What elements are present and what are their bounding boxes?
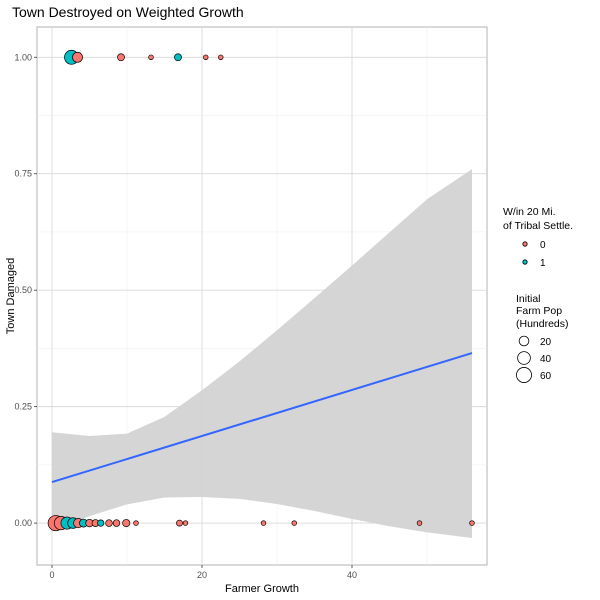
data-point [182,520,189,526]
y-tick-label: 0.25 [14,402,32,412]
legend-size-title-line-2: Farm Pop [516,305,562,317]
data-point [97,519,105,527]
data-point [416,520,423,526]
data-point [105,519,113,527]
legend-size-key-60 [516,367,532,383]
data-point [133,520,139,526]
legend-size: Initial Farm Pop (Hundreds) 20 40 60 [516,293,569,383]
legend-color-key-0 [522,241,528,247]
points-layer [47,49,475,532]
y-tick-label: 0.75 [14,169,32,179]
y-axis-title: Town Damaged [5,258,17,334]
y-axis-ticks: 0.00 0.25 0.50 0.75 1.00 [14,52,37,528]
data-point [112,519,121,527]
legend-size-key-40 [517,351,531,365]
x-axis-ticks: 0 20 40 [49,565,357,580]
data-point [122,519,131,528]
data-point [218,54,224,60]
legend-size-label-20: 20 [540,337,552,348]
legend-color: W/in 20 Mi. of Tribal Settle. 0 1 [503,206,573,269]
legend-color-label-0: 0 [540,240,546,251]
y-tick-label: 0.00 [14,518,32,528]
x-tick-label: 20 [197,570,207,580]
data-point [291,520,297,526]
legend-size-label-60: 60 [540,371,552,382]
data-point [203,54,209,60]
legend-color-label-1: 1 [540,258,546,269]
legend-color-title-line-2: of Tribal Settle. [503,220,573,232]
confidence-band [52,169,472,538]
data-point [148,54,154,60]
y-tick-label: 0.50 [14,285,32,295]
legend-color-title-line-1: W/in 20 Mi. [503,206,556,218]
y-tick-label: 1.00 [14,52,32,62]
x-axis-title: Farmer Growth [225,583,299,595]
data-point [469,520,475,526]
data-point [117,53,125,62]
x-tick-label: 0 [49,570,54,580]
legend-size-title-line-3: (Hundreds) [516,318,569,330]
chart-title: Town Destroyed on Weighted Growth [12,4,244,20]
legend-size-title-line-1: Initial [516,293,541,305]
legend-color-key-1 [522,259,528,265]
data-point [174,53,182,62]
legend-size-label-40: 40 [540,354,552,365]
data-point [176,519,183,527]
fit-line [51,352,473,484]
data-point [260,520,267,526]
legend-size-key-20 [518,335,530,347]
x-tick-label: 40 [347,570,357,580]
data-point [72,51,83,63]
